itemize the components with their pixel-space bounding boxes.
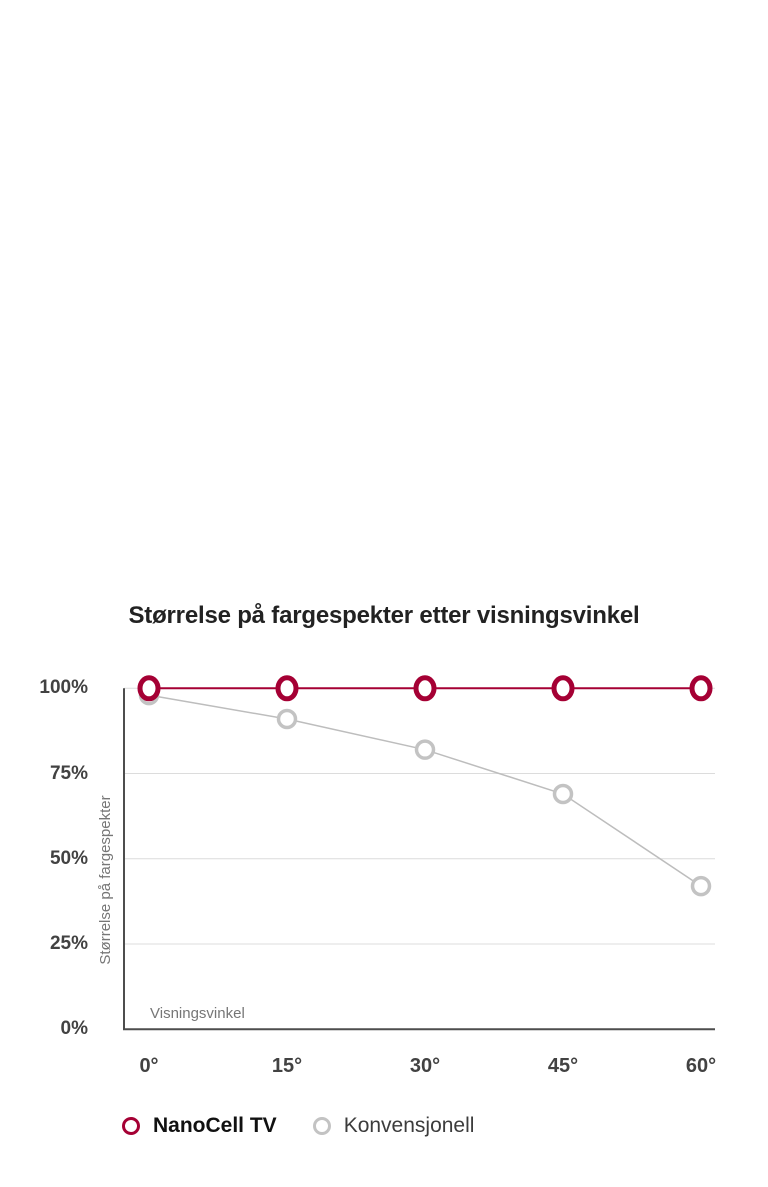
data-point-marker-konvensjonell — [690, 875, 712, 897]
series-line-konvensjonell — [148, 694, 702, 887]
data-point-marker-konvensjonell — [276, 708, 298, 730]
x-tick-label: 15° — [271, 1055, 303, 1077]
color-gamut-chart: Størrelse på fargespekter Visningsvinkel… — [0, 600, 768, 1100]
data-point-marker-konvensjonell — [552, 783, 574, 805]
data-point-marker-nanocell-tv — [275, 675, 299, 702]
chart-title: Størrelse på fargespekter etter visnings… — [128, 602, 640, 629]
x-axis-caption: Visningsvinkel — [150, 1005, 245, 1022]
data-point-marker-nanocell-tv — [413, 675, 437, 702]
chart-plot: Størrelse på fargespekter — [97, 675, 715, 1031]
x-tick-label: 60° — [685, 1055, 717, 1077]
y-tick-label: 0% — [60, 1018, 88, 1040]
x-tick-label: 0° — [139, 1055, 159, 1077]
legend-label-nanocell-tv: NanoCell TV — [153, 1114, 277, 1137]
data-point-marker-nanocell-tv — [551, 675, 575, 702]
data-point-marker-konvensjonell — [414, 739, 436, 760]
legend-item-nanocell-tv: NanoCell TV — [122, 1112, 277, 1140]
nanocell-series-marker-icon — [122, 1117, 140, 1135]
x-tick-label: 45° — [547, 1055, 579, 1077]
legend-item-konvensjonell: Konvensjonell — [312, 1112, 475, 1140]
y-tick-label: 75% — [49, 762, 88, 784]
data-point-marker-nanocell-tv — [689, 675, 713, 702]
y-axis-title: Størrelse på fargespekter — [97, 795, 114, 964]
y-tick-label: 50% — [49, 847, 88, 869]
x-tick-label: 30° — [409, 1055, 441, 1077]
y-tick-label: 100% — [39, 677, 88, 699]
konvensjonell-series-marker-icon — [312, 1117, 331, 1135]
y-tick-label: 25% — [49, 933, 88, 955]
chart-legend: NanoCell TV Konvensjonell — [122, 1112, 474, 1140]
legend-label-konvensjonell: Konvensjonell — [343, 1114, 475, 1137]
data-point-marker-nanocell-tv — [137, 675, 161, 702]
